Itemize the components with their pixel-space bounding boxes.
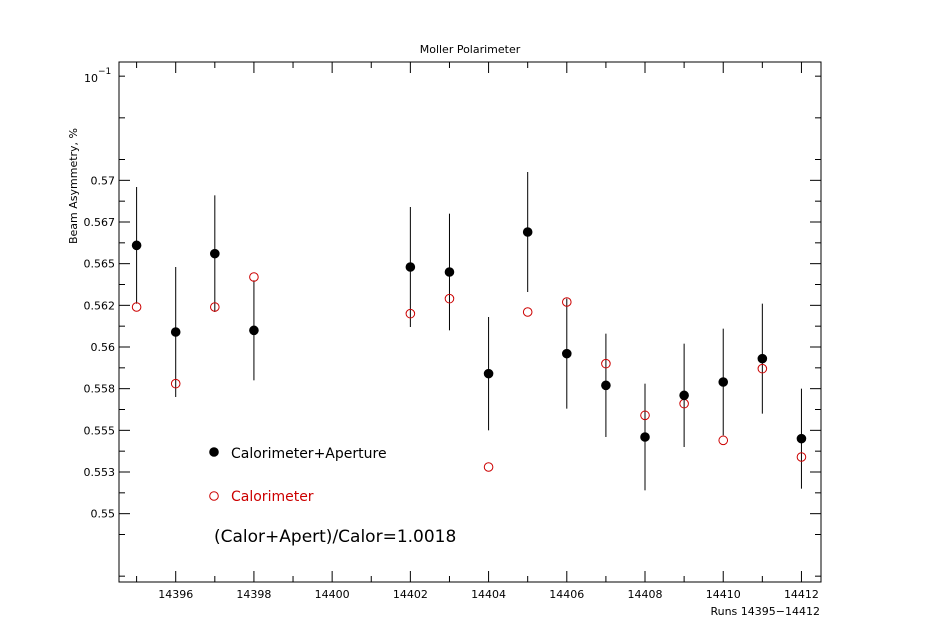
calorimeter-point (483, 462, 494, 472)
x-axis-label: Runs 14395−14412 (710, 605, 820, 618)
calorimeter-point (444, 293, 455, 304)
y-tick-label: 0.57 (91, 174, 116, 187)
x-tick-label: 14402 (393, 588, 428, 601)
x-tick-label: 14400 (315, 588, 350, 601)
calorimeter-aperture-point (444, 267, 455, 277)
y-tick-label: 0.55 (91, 508, 116, 521)
calorimeter-aperture-point (601, 380, 611, 391)
calorimeter-aperture-point (718, 377, 729, 387)
calorimeter-point (249, 272, 259, 282)
legend-label-calorimeter: Calorimeter (231, 489, 314, 505)
calorimeter-aperture-point (483, 368, 494, 379)
plot-frame (118, 61, 822, 583)
calorimeter-aperture-point (405, 262, 416, 272)
chart-title: Moller Polarimeter (420, 43, 521, 56)
calorimeter-point (170, 378, 181, 389)
y-exponent-power: −1 (98, 67, 111, 77)
x-tick-label: 14412 (784, 588, 819, 601)
y-tick-label: 0.565 (84, 258, 116, 271)
series-layer (131, 172, 807, 491)
x-tick-label: 14406 (549, 588, 584, 601)
calorimeter-aperture-point (561, 348, 572, 359)
legend-label-calorimeter-aperture: Calorimeter+Aperture (231, 446, 387, 462)
x-tick-label: 14410 (706, 588, 741, 601)
x-tick-label: 14396 (158, 588, 193, 601)
calorimeter-point (601, 358, 611, 369)
calorimeter-aperture-point (679, 390, 689, 401)
calorimeter-aperture-point (640, 432, 650, 442)
calorimeter-aperture-point (522, 227, 533, 237)
calorimeter-point (131, 302, 142, 312)
legend: Calorimeter+Aperture Calorimeter (209, 446, 387, 505)
calorimeter-point (210, 302, 220, 312)
calorimeter-aperture-point (757, 353, 768, 364)
x-axis: 14396 14398 14400 14402 14404 14406 14408 14410… (136, 62, 819, 601)
y-tick-label: 0.553 (84, 466, 116, 479)
y-axis: 0.55 0.553 0.555 0.558 0.56 0.562 0.565 0.567 0.… (84, 75, 821, 577)
legend-marker-calorimeter (209, 491, 219, 501)
calorimeter-aperture-point (210, 248, 220, 259)
calorimeter-aperture-point (796, 433, 807, 444)
y-tick-label: 0.562 (84, 299, 116, 312)
x-tick-label: 14404 (471, 588, 506, 601)
calorimeter-point (405, 308, 416, 319)
x-tick-label: 14408 (628, 588, 663, 601)
calorimeter-aperture-point (170, 327, 181, 337)
y-exponent-base: 10 (84, 72, 98, 85)
y-tick-label: 0.555 (84, 424, 116, 437)
x-tick-label: 14398 (236, 588, 271, 601)
calorimeter-point (640, 410, 650, 421)
y-tick-label: 0.567 (84, 216, 116, 229)
calorimeter-point (757, 363, 768, 374)
calorimeter-point (796, 452, 807, 462)
y-axis-label: Beam Asymmetry, % (67, 128, 80, 244)
calorimeter-point (718, 435, 729, 446)
ratio-annotation: (Calor+Apert)/Calor=1.0018 (214, 527, 456, 547)
calorimeter-aperture-point (131, 240, 142, 251)
calorimeter-point (522, 307, 533, 317)
calorimeter-aperture-point (249, 325, 259, 336)
calorimeter-point (561, 297, 572, 307)
y-tick-label: 0.558 (84, 383, 116, 396)
y-tick-label: 0.56 (91, 341, 116, 354)
legend-marker-calorimeter-aperture (209, 447, 219, 457)
